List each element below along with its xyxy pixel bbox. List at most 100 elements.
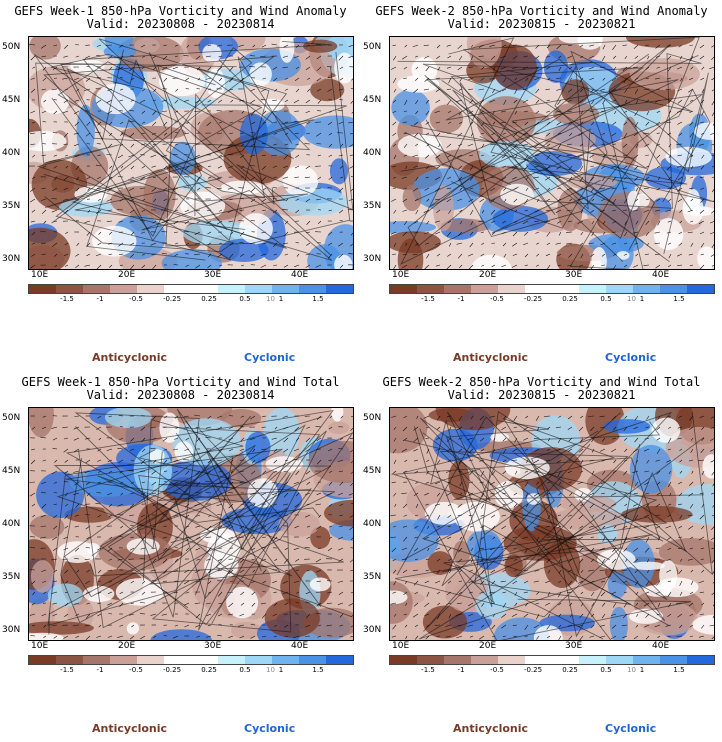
neutral-region bbox=[86, 543, 100, 555]
wind-vector-arrow bbox=[611, 415, 617, 421]
wind-vector-arrow bbox=[612, 121, 617, 126]
wind-vector-arrow bbox=[392, 591, 397, 594]
wind-vector-arrow bbox=[117, 66, 124, 71]
wind-vector-arrow bbox=[480, 426, 485, 428]
wind-vector-arrow bbox=[634, 198, 639, 202]
wind-vector-arrow bbox=[402, 187, 408, 190]
wind-vector-arrow bbox=[293, 55, 300, 59]
wind-vector-arrow bbox=[677, 176, 683, 181]
wind-vector-arrow bbox=[151, 132, 157, 136]
wind-vector-arrow bbox=[468, 66, 474, 68]
wind-vector-arrow bbox=[30, 88, 36, 93]
wind-vector-arrow bbox=[514, 437, 518, 443]
wind-vector-arrow bbox=[261, 88, 267, 92]
wind-vector-arrow bbox=[678, 525, 683, 529]
wind-vector-arrow bbox=[31, 602, 36, 606]
wind-vector-arrow bbox=[130, 176, 135, 179]
wind-vector-arrow bbox=[317, 154, 322, 157]
coastline-border bbox=[397, 52, 702, 209]
wind-vector-arrow bbox=[53, 514, 58, 519]
wind-vector-arrow bbox=[657, 415, 661, 419]
wind-vector-arrow bbox=[634, 242, 639, 245]
wind-vector-arrow bbox=[490, 187, 496, 192]
wind-vector-arrow bbox=[97, 242, 102, 246]
wind-vector-arrow bbox=[284, 220, 289, 225]
wind-vector-arrow bbox=[173, 470, 179, 474]
colorbar-mid-label: 10 bbox=[627, 295, 636, 303]
wind-vector-arrow bbox=[73, 602, 80, 605]
wind-vector-arrow bbox=[425, 503, 430, 506]
wind-vector-arrow bbox=[139, 602, 146, 604]
coastline-border bbox=[194, 52, 353, 217]
wind-vector-arrow bbox=[624, 88, 628, 94]
wind-vector-arrow bbox=[513, 198, 518, 203]
wind-vector-arrow bbox=[241, 264, 245, 267]
wind-vector-arrow bbox=[195, 492, 201, 494]
wind-vector-arrow bbox=[140, 492, 146, 496]
wind-vector-arrow bbox=[633, 209, 639, 212]
wind-vector-arrow bbox=[600, 88, 606, 91]
wind-vector-arrow bbox=[185, 514, 190, 518]
wind-vector-arrow bbox=[207, 459, 212, 464]
neutral-region bbox=[159, 412, 180, 443]
wind-vector-arrow bbox=[97, 514, 102, 518]
wind-vector-arrow bbox=[523, 591, 529, 594]
wind-vector-arrow bbox=[558, 231, 562, 236]
wind-vector-arrow bbox=[273, 470, 278, 473]
wind-vector-arrow bbox=[195, 569, 201, 573]
wind-vector-arrow bbox=[611, 242, 617, 245]
wind-vector-arrow bbox=[447, 154, 452, 158]
wind-vector-arrow bbox=[174, 231, 179, 233]
wind-vector-arrow bbox=[194, 231, 201, 235]
wind-vector-arrow bbox=[446, 470, 452, 473]
colorbar-swatch bbox=[272, 656, 299, 664]
wind-vector-arrow bbox=[350, 537, 353, 541]
wind-vector-arrow bbox=[262, 415, 267, 418]
wind-vector-arrow bbox=[611, 77, 617, 82]
wind-vector-arrow bbox=[240, 154, 245, 159]
wind-vector-arrow bbox=[109, 66, 113, 71]
wind-vector-arrow bbox=[425, 110, 430, 116]
wind-vector-arrow bbox=[570, 613, 573, 618]
colorbar-tick: 0.5 bbox=[239, 666, 251, 674]
neutral-region bbox=[616, 251, 630, 260]
wind-vector-arrow bbox=[128, 187, 135, 191]
wind-vector-arrow bbox=[87, 187, 91, 191]
wind-vector-arrow bbox=[163, 470, 168, 472]
wind-vector-arrow bbox=[438, 143, 441, 148]
wind-vector-arrow bbox=[315, 44, 322, 46]
wind-vector-arrow bbox=[580, 231, 584, 236]
wind-vector-arrow bbox=[228, 613, 234, 616]
wind-vector-arrow bbox=[479, 635, 485, 640]
wind-vector-arrow bbox=[458, 231, 463, 236]
wind-vector-arrow bbox=[152, 437, 157, 440]
neutral-region bbox=[500, 183, 534, 206]
wind-vector-arrow bbox=[273, 110, 278, 112]
wind-vector-arrow bbox=[53, 481, 58, 484]
wind-vector-arrow bbox=[525, 492, 529, 499]
wind-vector-arrow bbox=[119, 198, 124, 202]
wind-vector-arrow bbox=[536, 253, 540, 257]
wind-vector-arrow bbox=[183, 492, 190, 495]
wind-vector-arrow bbox=[458, 448, 463, 452]
wind-vector-arrow bbox=[32, 514, 36, 518]
wind-vector-arrow bbox=[424, 580, 430, 584]
anticyclonic-region bbox=[390, 231, 441, 254]
wind-vector-arrow bbox=[558, 55, 562, 59]
wind-vector-arrow bbox=[161, 110, 168, 112]
wind-vector-arrow bbox=[645, 613, 650, 618]
wind-vector-arrow bbox=[434, 110, 441, 113]
wind-vector-arrow bbox=[140, 44, 146, 48]
wind-vector-arrow bbox=[569, 198, 573, 202]
wind-vector-arrow bbox=[535, 514, 540, 518]
wind-vector-arrow bbox=[677, 253, 683, 257]
wind-vector-arrow bbox=[414, 525, 419, 529]
wind-vector-arrow bbox=[645, 77, 650, 80]
wind-vector-arrow bbox=[447, 547, 452, 552]
wind-vector-arrow bbox=[41, 613, 47, 617]
wind-vector-arrow bbox=[218, 154, 223, 157]
wind-vector-arrow bbox=[414, 558, 419, 560]
wind-vector-arrow bbox=[106, 154, 113, 156]
wind-vector-arrow bbox=[635, 624, 639, 628]
wind-vector-arrow bbox=[599, 635, 606, 638]
